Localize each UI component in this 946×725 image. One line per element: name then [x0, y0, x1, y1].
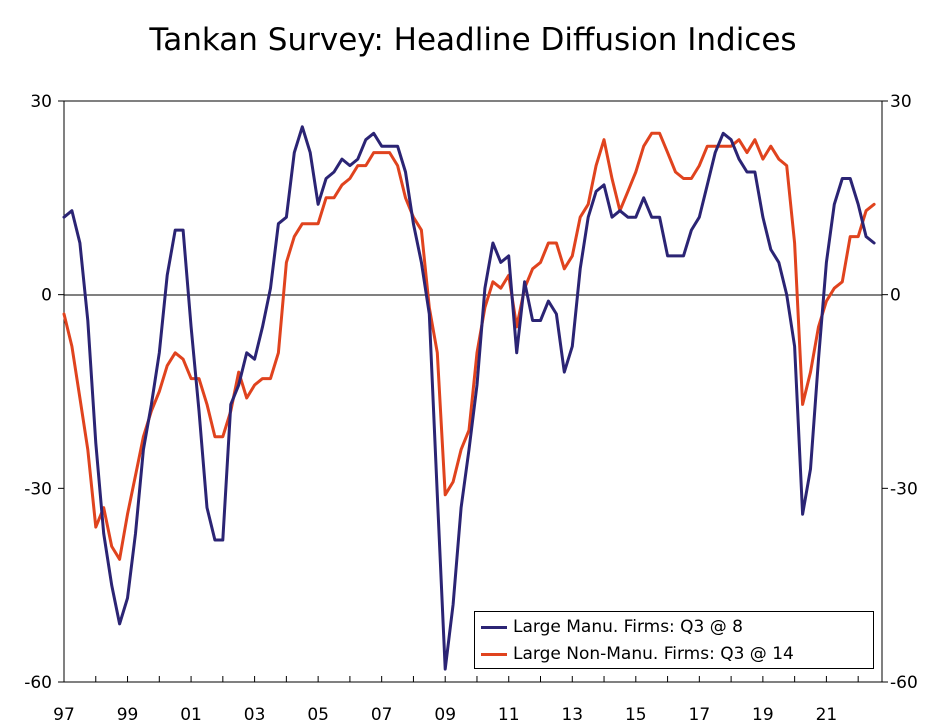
legend: Large Manu. Firms: Q3 @ 8 Large Non-Manu…	[474, 611, 874, 669]
chart-title: Tankan Survey: Headline Diffusion Indice…	[149, 22, 797, 58]
series-layer	[62, 125, 876, 671]
legend-item-manu: Large Manu. Firms: Q3 @ 8	[481, 614, 743, 640]
x-tick-label: 01	[180, 705, 202, 725]
x-tick-label: 17	[689, 705, 711, 725]
x-tick-label: 99	[117, 705, 139, 725]
y-tick-label-right: 0	[890, 286, 901, 306]
left-y-axis: 30 0 -30 -60	[24, 92, 64, 693]
x-tick-label: 21	[816, 705, 838, 725]
legend-swatch-non-manu	[481, 652, 507, 656]
plot-area-border	[63, 100, 883, 683]
y-tick-label-right: -30	[890, 479, 918, 499]
legend-label-manu: Large Manu. Firms: Q3 @ 8	[513, 617, 743, 637]
right-y-axis: 30 0 -30 -60	[882, 92, 918, 693]
y-tick-label-left: 30	[30, 92, 52, 112]
series-line-non-manu	[62, 131, 876, 561]
x-tick-label: 09	[434, 705, 456, 725]
x-axis: 97 99 01 03 05 07 09 11 13 15 17 19 21	[53, 676, 859, 725]
x-tick-label: 15	[625, 705, 647, 725]
x-tick-label: 97	[53, 705, 75, 725]
y-tick-label-right: -60	[890, 673, 918, 693]
x-tick-label: 03	[244, 705, 266, 725]
x-tick-label: 11	[498, 705, 520, 725]
legend-swatch-manu	[481, 625, 507, 629]
x-tick-label: 07	[371, 705, 393, 725]
y-tick-label-right: 30	[890, 92, 912, 112]
y-tick-label-left: 0	[41, 286, 52, 306]
legend-label-non-manu: Large Non-Manu. Firms: Q3 @ 14	[513, 644, 794, 664]
x-tick-label: 05	[307, 705, 329, 725]
legend-item-non-manu: Large Non-Manu. Firms: Q3 @ 14	[481, 641, 794, 667]
x-tick-label: 13	[561, 705, 583, 725]
y-tick-label-left: -60	[24, 673, 52, 693]
series-line-manu	[62, 125, 876, 671]
y-tick-label-left: -30	[24, 479, 52, 499]
x-tick-label: 19	[752, 705, 774, 725]
